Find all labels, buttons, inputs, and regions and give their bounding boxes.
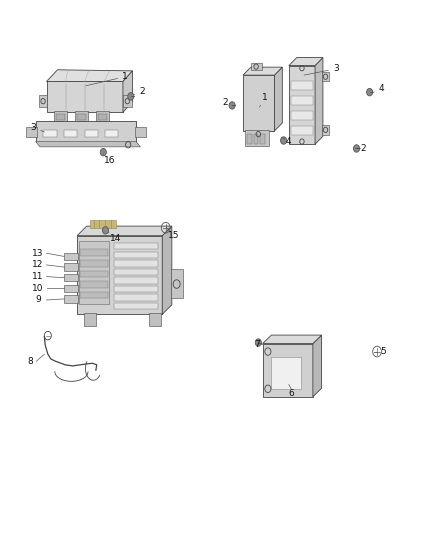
Circle shape [102,227,109,234]
Text: 15: 15 [168,231,180,240]
Polygon shape [162,226,172,314]
Bar [114,252,158,258]
Polygon shape [46,70,133,82]
Bar [251,63,262,70]
Polygon shape [315,58,323,144]
Text: 1: 1 [262,93,268,102]
Bar [170,269,183,298]
Bar [261,134,265,144]
Bar [114,269,158,275]
Polygon shape [77,226,172,236]
Bar [64,285,78,292]
Text: 14: 14 [110,234,121,243]
Bar [64,253,78,260]
Bar [43,130,57,138]
Text: 3: 3 [333,64,339,73]
Text: 3: 3 [31,123,36,132]
Bar [64,263,78,271]
Text: 2: 2 [223,98,228,107]
Bar [247,134,252,144]
Bar [291,111,313,120]
Text: 1: 1 [122,72,128,81]
Text: 13: 13 [32,249,43,258]
Bar [80,260,108,266]
Bar [64,130,77,138]
Bar [39,95,47,107]
Bar [135,127,146,138]
Bar [245,130,269,146]
Bar [80,292,108,298]
Bar [123,95,132,107]
Polygon shape [289,58,323,66]
Bar [321,125,329,135]
Text: 4: 4 [286,137,292,146]
Bar [291,126,313,135]
Text: 11: 11 [32,272,43,281]
Text: 8: 8 [28,357,33,366]
Text: 4: 4 [378,84,384,93]
Bar [149,313,161,326]
Circle shape [367,88,373,96]
Text: 6: 6 [288,389,294,398]
Bar [85,130,98,138]
Bar [291,82,313,90]
Bar [243,75,275,131]
Text: 12: 12 [32,261,43,269]
Bar [321,72,329,82]
Bar [98,115,107,120]
Bar [271,357,301,389]
Bar [77,236,162,314]
Bar [79,241,110,304]
Polygon shape [275,67,283,131]
Bar [80,281,108,288]
Text: 5: 5 [380,347,385,356]
Bar [46,82,123,112]
Polygon shape [313,335,321,397]
Circle shape [281,137,287,144]
Bar [114,243,158,249]
Text: 9: 9 [35,295,41,304]
Bar [289,66,315,144]
Bar [90,220,117,228]
Text: 7: 7 [254,340,260,349]
Bar [80,249,108,256]
Bar [114,294,158,301]
Bar [263,344,313,397]
Bar [56,115,65,120]
Polygon shape [123,71,133,112]
Polygon shape [243,67,283,75]
Bar [114,260,158,266]
Bar [84,313,96,326]
Circle shape [128,93,134,100]
Polygon shape [35,142,141,147]
Bar [35,122,136,142]
Circle shape [255,339,261,346]
Text: 2: 2 [139,86,145,95]
Circle shape [353,145,360,152]
Circle shape [100,149,106,156]
Text: 10: 10 [32,284,43,293]
Bar [64,274,78,281]
Bar [96,111,110,122]
Text: 16: 16 [104,156,116,165]
Bar [114,286,158,292]
Bar [75,111,88,122]
Text: 2: 2 [360,144,366,153]
Circle shape [229,102,235,109]
Bar [80,271,108,277]
Polygon shape [263,335,321,344]
Bar [105,130,118,138]
Bar [26,127,37,138]
Bar [77,115,86,120]
Bar [64,295,78,303]
Bar [54,111,67,122]
Bar [254,134,258,144]
Bar [114,303,158,309]
Bar [291,96,313,105]
Bar [114,277,158,284]
